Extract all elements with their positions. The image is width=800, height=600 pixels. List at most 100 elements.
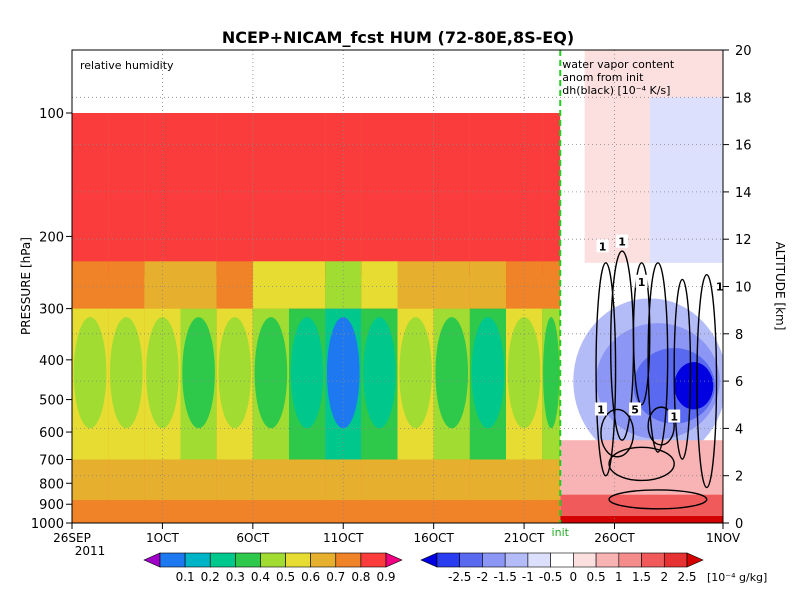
rh-cell	[397, 459, 434, 501]
rh-cell	[507, 317, 541, 429]
contour-label-text: 1	[597, 403, 605, 416]
colorbar-level-label: 1.5	[632, 570, 651, 584]
colorbar-level-label: 0.9	[376, 570, 395, 584]
rh-cell	[216, 459, 253, 501]
contour-label: 1	[713, 279, 723, 294]
colorbar-level-label: 0	[570, 570, 578, 584]
colorbar-level-label: 0.5	[587, 570, 606, 584]
rh-cell	[218, 317, 252, 429]
colorbar-level-label: 2	[660, 570, 668, 584]
altitude-tick-label: 16	[735, 139, 752, 154]
colorbar-arrow-high	[686, 552, 704, 568]
relative-humidity-colorbar: 0.1 0.2 0.3 0.4 0.5 0.6 0.7 0.8 0.9	[143, 552, 403, 584]
colorbar-level-label: -1	[522, 570, 534, 584]
contour-label-background	[616, 234, 629, 248]
rh-cell	[506, 261, 543, 309]
altitude-tick-label: 4	[735, 422, 743, 437]
contour-line	[647, 262, 669, 453]
colorbar-level-label: 1	[615, 570, 623, 584]
date-tick-label: 26OCT	[594, 531, 635, 545]
rh-cell	[180, 459, 217, 501]
altitude-axis-label: ALTITUDE [km]	[773, 242, 787, 331]
year-label: 2011	[75, 544, 106, 558]
date-axis: 26SEP 1OCT 6OCT 11OCT 16OCT 21OCT 26OCT 1NOV ini…	[53, 523, 741, 545]
rh-cell	[433, 113, 470, 277]
contour-label-background	[596, 239, 609, 253]
contour-label-text: 1	[599, 240, 607, 253]
rh-cell	[469, 500, 506, 523]
contour-line	[673, 278, 692, 460]
colorbar-swatch	[527, 552, 551, 568]
contour-label-background	[668, 409, 681, 423]
rh-cell	[108, 459, 145, 501]
contour-label: 1	[596, 239, 609, 253]
rh-cell	[216, 500, 253, 523]
contour-label: 1	[635, 274, 648, 289]
pressure-axis-label: PRESSURE [hPa]	[19, 237, 33, 335]
rh-cell	[73, 317, 107, 429]
rh-cell	[469, 459, 506, 501]
init-label: init	[552, 526, 570, 539]
rh-cell	[506, 500, 543, 523]
panel-label-right-line: water vapor content	[562, 58, 675, 71]
rh-cell	[254, 317, 288, 429]
rh-cell	[361, 459, 398, 501]
date-tick-label: 1OCT	[146, 531, 179, 545]
plot-area: 1 111 511	[72, 50, 723, 523]
rh-cell	[326, 317, 360, 429]
contour-line	[608, 446, 675, 482]
rh-cell	[108, 500, 145, 523]
colorbar-swatch	[310, 552, 337, 568]
rh-cell	[469, 261, 506, 309]
colorbar-swatch	[260, 552, 286, 568]
relative-humidity-field	[72, 113, 561, 523]
contour-line	[696, 273, 718, 489]
colorbar-swatch	[641, 552, 665, 568]
rh-cell	[252, 261, 289, 309]
contour-label-background	[629, 402, 642, 416]
rh-cell	[290, 317, 324, 429]
colorbar-level-label: -2	[476, 570, 488, 584]
rh-cell	[72, 261, 109, 309]
rh-cell	[216, 113, 253, 277]
pressure-tick-label: 1000	[31, 517, 64, 532]
rh-cell	[435, 317, 469, 429]
contour-line	[647, 406, 675, 446]
rh-cell	[289, 500, 326, 523]
rh-cell	[182, 317, 215, 429]
altitude-tick-label: 10	[735, 281, 752, 296]
colorbar-swatch	[159, 552, 186, 568]
panel-label-right-line: dh(black) [10⁻⁴ K/s]	[562, 84, 670, 97]
colorbar-swatch	[550, 552, 574, 568]
altitude-tick-label: 14	[735, 186, 752, 201]
contour-label: 1	[616, 234, 629, 249]
rh-cell	[361, 113, 398, 277]
rh-cell	[543, 317, 560, 429]
altitude-tick-label: 0	[735, 517, 743, 532]
pressure-tick-label: 300	[39, 303, 64, 318]
heating-contours: 1 111 511	[594, 234, 723, 510]
rh-cell	[469, 113, 506, 277]
colorbar-level-label: 0.6	[301, 570, 320, 584]
rh-cell	[542, 261, 561, 309]
rh-cell	[289, 459, 326, 501]
colorbar-level-label: 0.3	[226, 570, 245, 584]
colorbar-swatch	[504, 552, 529, 568]
colorbar-swatch	[459, 552, 483, 568]
altitude-tick-label: 2	[735, 470, 743, 485]
date-tick-label: 6OCT	[236, 531, 269, 545]
pressure-tick-label: 900	[39, 498, 64, 513]
altitude-tick-label: 18	[735, 91, 752, 106]
rh-cell	[252, 113, 289, 277]
rh-cell	[144, 500, 181, 523]
grid-lines	[72, 50, 723, 523]
anomaly-cell	[560, 494, 723, 516]
contour-label-text: 1	[618, 236, 626, 249]
rh-cell	[180, 500, 217, 523]
contour-label-background	[713, 279, 723, 293]
colorbar-level-label: 0.8	[351, 570, 370, 584]
colorbar-swatch	[618, 552, 642, 568]
rh-cell	[325, 261, 362, 309]
